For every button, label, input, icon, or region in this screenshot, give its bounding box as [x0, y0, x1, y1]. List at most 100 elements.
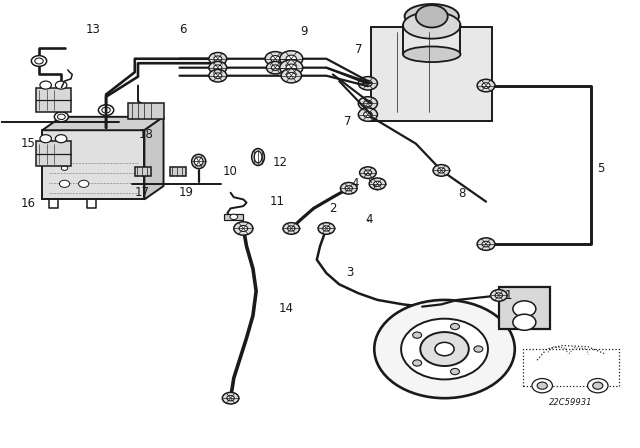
Circle shape: [214, 73, 222, 78]
Circle shape: [222, 392, 239, 404]
Text: 14: 14: [278, 302, 294, 315]
Text: 19: 19: [179, 186, 193, 199]
Circle shape: [230, 214, 237, 220]
Circle shape: [513, 314, 536, 330]
Text: 15: 15: [20, 137, 36, 150]
Circle shape: [420, 332, 468, 366]
Bar: [135, 167, 151, 176]
Circle shape: [364, 170, 372, 175]
Circle shape: [40, 135, 51, 143]
Text: 10: 10: [223, 165, 238, 178]
Circle shape: [401, 319, 488, 379]
Circle shape: [323, 226, 330, 231]
Circle shape: [214, 56, 222, 61]
Circle shape: [433, 164, 450, 176]
Circle shape: [364, 112, 372, 117]
Ellipse shape: [403, 12, 461, 39]
Circle shape: [227, 396, 234, 401]
Circle shape: [435, 342, 454, 356]
Circle shape: [537, 382, 547, 389]
Circle shape: [209, 69, 227, 82]
Bar: [42, 130, 145, 199]
Circle shape: [532, 379, 552, 393]
Text: 2: 2: [329, 202, 337, 215]
Circle shape: [286, 55, 296, 62]
Circle shape: [374, 300, 515, 398]
Circle shape: [214, 65, 222, 70]
Circle shape: [35, 58, 44, 64]
Circle shape: [495, 293, 502, 298]
Circle shape: [234, 222, 253, 235]
Circle shape: [271, 65, 279, 70]
Circle shape: [287, 226, 295, 231]
Circle shape: [593, 382, 603, 389]
Text: 1: 1: [505, 289, 512, 302]
Circle shape: [40, 81, 51, 89]
Circle shape: [266, 61, 284, 74]
Bar: [170, 167, 186, 176]
Circle shape: [413, 360, 422, 366]
Circle shape: [287, 73, 296, 79]
Bar: [224, 214, 243, 220]
Text: 4: 4: [365, 213, 373, 226]
Text: 4: 4: [351, 177, 359, 190]
Circle shape: [588, 379, 608, 393]
Circle shape: [477, 79, 495, 92]
Circle shape: [360, 167, 376, 178]
Circle shape: [364, 80, 372, 86]
Circle shape: [60, 180, 70, 187]
Circle shape: [374, 181, 381, 186]
Circle shape: [358, 77, 378, 90]
Text: 6: 6: [179, 23, 186, 36]
Text: 7: 7: [344, 115, 351, 128]
Circle shape: [102, 107, 110, 113]
Ellipse shape: [403, 47, 461, 62]
Circle shape: [482, 241, 490, 247]
Circle shape: [280, 51, 303, 67]
Ellipse shape: [194, 157, 203, 166]
Text: 16: 16: [20, 198, 36, 211]
Polygon shape: [42, 117, 164, 130]
Circle shape: [31, 56, 47, 66]
Circle shape: [474, 346, 483, 352]
Circle shape: [55, 135, 67, 143]
Circle shape: [54, 103, 68, 113]
Circle shape: [280, 60, 303, 76]
Circle shape: [99, 105, 114, 116]
Circle shape: [482, 83, 490, 88]
Ellipse shape: [252, 149, 264, 165]
Text: 17: 17: [135, 186, 150, 199]
Text: 3: 3: [346, 266, 354, 279]
Text: 7: 7: [355, 43, 362, 56]
Circle shape: [438, 168, 445, 173]
Ellipse shape: [404, 4, 459, 29]
Circle shape: [358, 108, 378, 121]
Polygon shape: [145, 117, 164, 199]
Circle shape: [265, 52, 285, 66]
Bar: [129, 103, 164, 119]
Circle shape: [413, 332, 422, 338]
Circle shape: [283, 223, 300, 234]
Bar: [36, 142, 71, 166]
Circle shape: [451, 323, 460, 330]
Circle shape: [271, 56, 280, 62]
Circle shape: [61, 166, 68, 170]
Text: 13: 13: [86, 23, 100, 36]
Circle shape: [345, 185, 353, 191]
Circle shape: [364, 100, 372, 107]
Circle shape: [513, 301, 536, 317]
Text: 12: 12: [272, 156, 287, 169]
Text: 8: 8: [459, 187, 466, 200]
Circle shape: [281, 69, 301, 83]
Circle shape: [55, 81, 67, 89]
Circle shape: [451, 368, 460, 375]
Text: 22C59931: 22C59931: [549, 398, 593, 407]
Ellipse shape: [254, 151, 262, 163]
Ellipse shape: [191, 154, 205, 168]
Circle shape: [358, 97, 378, 110]
Circle shape: [477, 238, 495, 250]
Bar: [36, 88, 71, 112]
Bar: [371, 27, 492, 121]
Circle shape: [209, 52, 227, 65]
Circle shape: [318, 223, 335, 234]
